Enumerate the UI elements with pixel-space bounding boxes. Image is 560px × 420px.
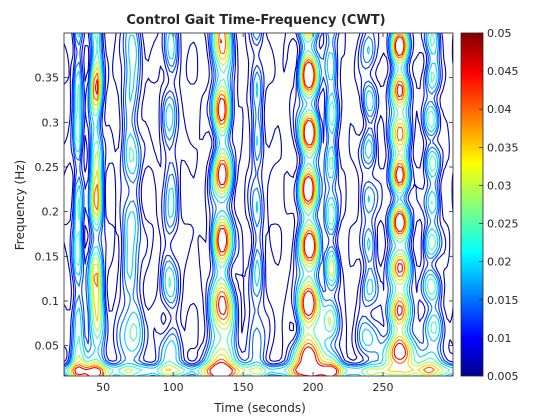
- contour-level-3: [64, 33, 453, 376]
- axes-frame: [63, 32, 454, 377]
- colorbar-gradient: [460, 32, 484, 377]
- y-tick-label: 0.1: [42, 295, 60, 308]
- contour-level-0: [64, 33, 453, 363]
- chart-title: Control Gait Time-Frequency (CWT): [126, 13, 385, 28]
- colorbar: 0.005 0.01 0.015 0.02 0.025 0.03 0.035 0.04 0.04…: [460, 27, 519, 383]
- contour-level-1: [64, 33, 453, 365]
- contour-level-4: [64, 33, 453, 376]
- x-tick-label: 50: [96, 381, 110, 394]
- colorbar-tick-label: 0.05: [487, 27, 512, 40]
- y-axis-label: Frequency (Hz): [13, 160, 27, 251]
- plot-area: 50 100 150 200 250 0.05 0.1 0.15 0.2 0.25 0.3 0.35: [35, 32, 454, 394]
- colorbar-tick-label: 0.035: [487, 141, 519, 154]
- colorbar-ticks: 0.005 0.01 0.015 0.02 0.025 0.03 0.035 0.04 0.04…: [479, 27, 519, 383]
- contour-level-8: [72, 33, 435, 376]
- x-tick-label: 200: [303, 381, 324, 394]
- y-tick-label: 0.35: [35, 72, 60, 85]
- colorbar-tick-label: 0.04: [487, 103, 512, 116]
- colorbar-tick-label: 0.045: [487, 65, 519, 78]
- x-axis-ticks: 50 100 150 200 250: [96, 33, 394, 394]
- y-axis-ticks: 0.05 0.1 0.15 0.2 0.25 0.3 0.35: [35, 72, 453, 353]
- x-tick-label: 150: [233, 381, 254, 394]
- y-tick-label: 0.3: [42, 116, 60, 129]
- x-tick-label: 250: [373, 381, 394, 394]
- colorbar-tick-label: 0.005: [487, 370, 519, 383]
- y-tick-label: 0.25: [35, 161, 60, 174]
- x-axis-label: Time (seconds): [213, 401, 306, 415]
- contour-level-7: [70, 33, 440, 376]
- x-tick-label: 100: [163, 381, 184, 394]
- colorbar-tick-label: 0.025: [487, 218, 519, 231]
- contour-level-5: [67, 33, 450, 376]
- y-tick-label: 0.2: [42, 206, 60, 219]
- contour-lines: [64, 33, 453, 376]
- y-tick-label: 0.05: [35, 340, 60, 353]
- y-tick-label: 0.15: [35, 250, 60, 263]
- colorbar-tick-label: 0.02: [487, 256, 512, 269]
- contour-level-9: [74, 36, 406, 376]
- colorbar-tick-label: 0.03: [487, 179, 512, 192]
- colorbar-tick-label: 0.015: [487, 294, 519, 307]
- contour-level-6: [69, 33, 445, 376]
- colorbar-tick-label: 0.01: [487, 332, 512, 345]
